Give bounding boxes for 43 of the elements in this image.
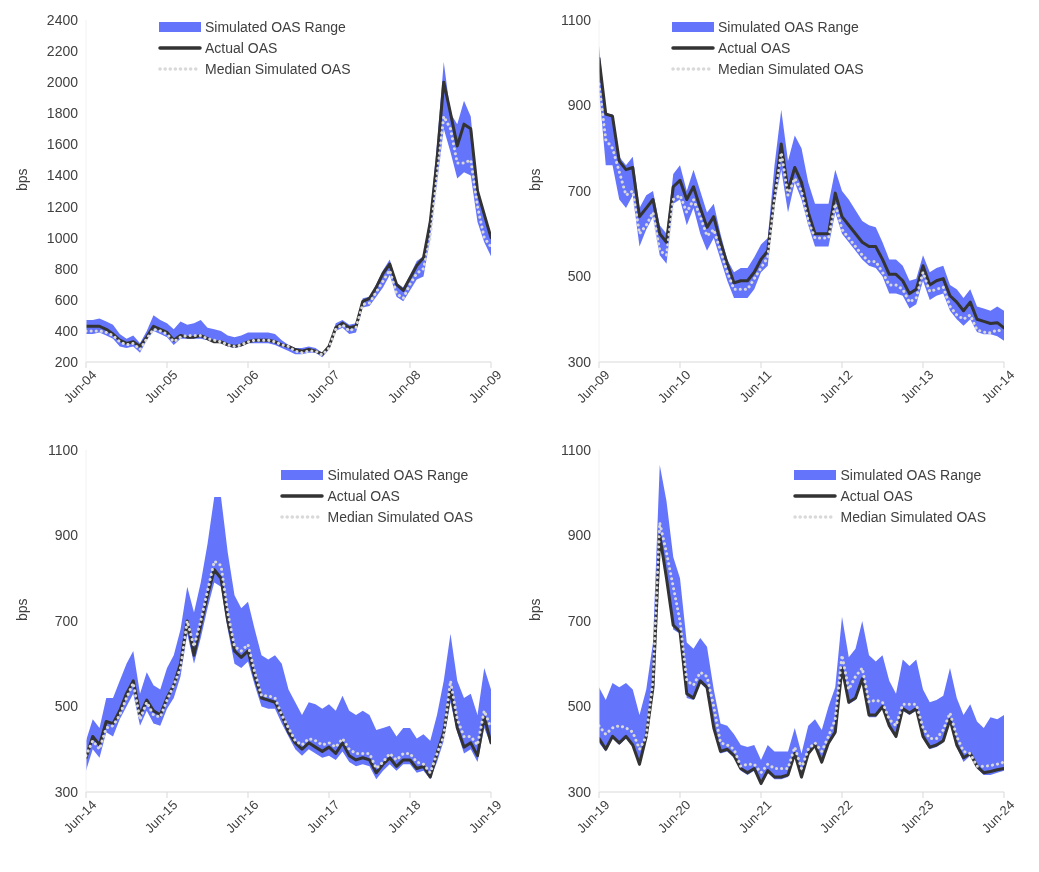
legend-label: Actual OAS [327,487,400,504]
y-tick-label: 800 [54,260,79,277]
y-tick-label: 1200 [46,198,79,215]
y-tick-label: 400 [54,322,79,339]
y-tick-label: 1100 [560,441,592,458]
y-tick-label: 900 [567,97,592,114]
y-axis-title: bps [13,168,30,191]
y-axis-title: bps [13,598,30,621]
y-tick-label: 1400 [46,167,79,184]
y-tick-label: 700 [567,182,592,199]
y-tick-label: 600 [54,291,79,308]
legend-label: Median Simulated OAS [327,508,473,525]
y-axis-title: bps [526,598,543,621]
y-tick-label: 1000 [46,229,79,246]
y-tick-label: 300 [567,353,592,370]
y-tick-label: 700 [54,612,79,629]
y-tick-label: 1100 [560,11,592,28]
y-tick-label: 700 [567,612,592,629]
y-axis-title: bps [526,168,543,191]
y-tick-label: 2200 [46,43,79,60]
legend-label: Median Simulated OAS [718,60,864,77]
legend-label: Actual OAS [205,39,278,56]
y-tick-label: 200 [54,353,79,370]
y-tick-label: 300 [567,783,592,800]
annotation: Simulated OAS Range [327,466,469,483]
annotation: Simulated OAS Range [840,466,982,483]
y-tick-label: 2400 [46,11,79,28]
legend-label: Actual OAS [840,487,913,504]
annotation: Simulated OAS Range [718,18,859,35]
y-tick-label: 500 [567,698,592,715]
y-tick-label: 2000 [46,74,79,91]
y-tick-label: 1800 [46,105,79,122]
y-tick-label: 1100 [47,441,79,458]
y-tick-label: 1600 [46,136,79,153]
annotation: Simulated OAS Range [205,18,346,35]
y-tick-label: 500 [567,268,592,285]
legend-label: Median Simulated OAS [840,508,986,525]
y-tick-label: 500 [54,698,79,715]
y-tick-label: 900 [54,527,79,544]
legend-label: Median Simulated OAS [205,60,351,77]
y-tick-label: 300 [54,783,79,800]
y-tick-label: 900 [567,527,592,544]
legend-label: Actual OAS [718,39,791,56]
